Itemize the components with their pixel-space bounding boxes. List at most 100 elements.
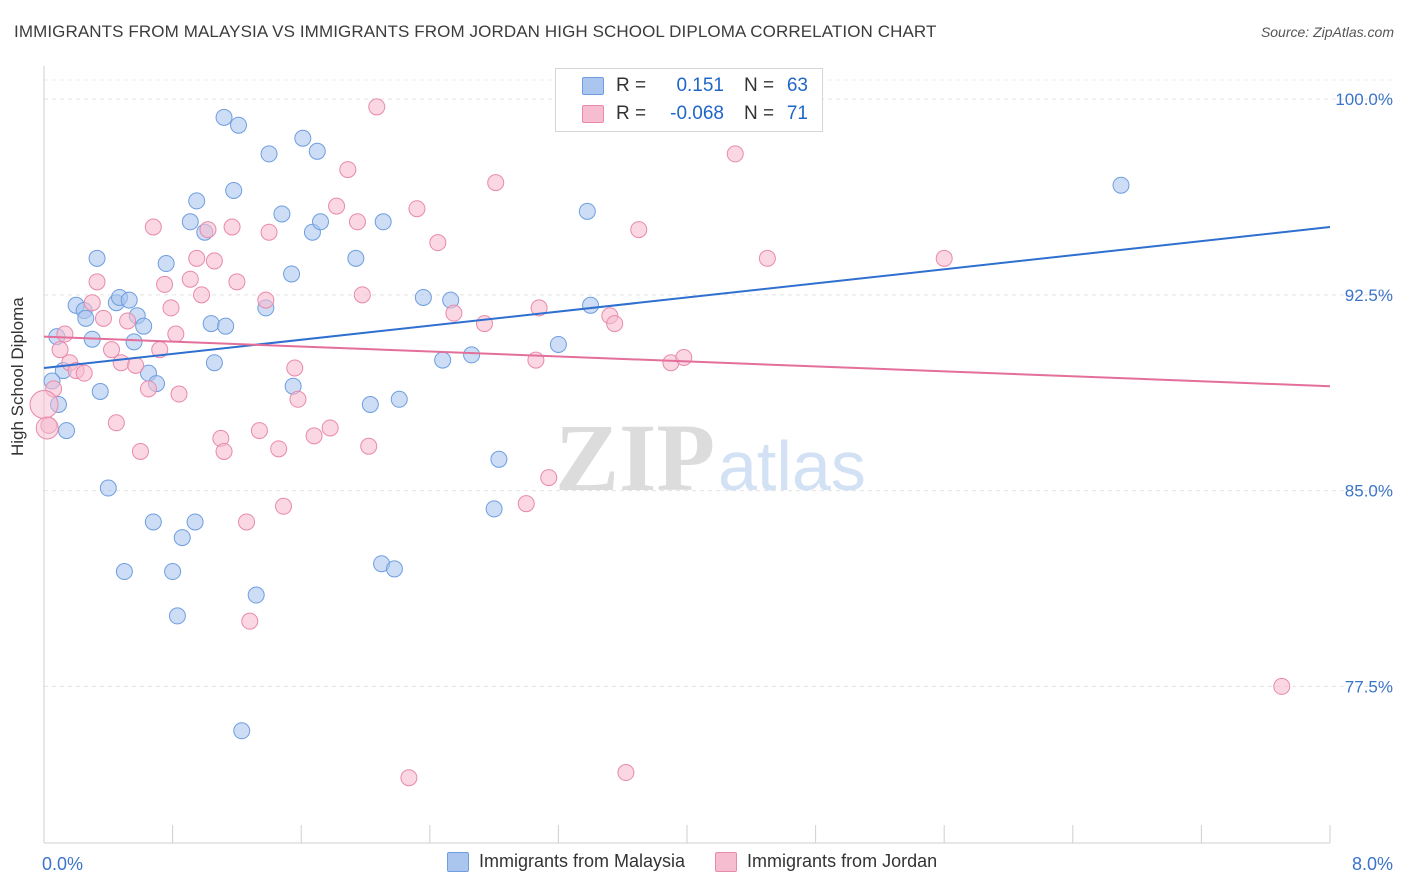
malaysia-point [485, 500, 503, 518]
tick-labels: 100.0% 92.5% 85.0% 77.5% 0.0% 8.0% [42, 90, 1393, 874]
jordan-point [199, 221, 217, 239]
malaysia-point [144, 513, 162, 531]
malaysia-point [58, 422, 76, 440]
jordan-point [241, 612, 259, 630]
jordan-point [348, 213, 366, 231]
jordan-point [1273, 677, 1291, 695]
jordan-point [260, 223, 278, 241]
jordan-point [127, 356, 145, 374]
jordan-point [103, 341, 121, 359]
jordan-point [162, 299, 180, 317]
malaysia-point [181, 213, 199, 231]
jordan-point [257, 291, 275, 309]
malaysia-point [215, 108, 233, 126]
jordan-point [353, 286, 371, 304]
jordan-point [223, 218, 241, 236]
jordan-point [368, 98, 386, 116]
malaysia-point [230, 116, 248, 134]
jordan-point [726, 145, 744, 163]
legend-row-malaysia: R = 0.151 N = 63 [582, 74, 808, 98]
jordan-point [408, 200, 426, 218]
jordan-point [517, 495, 535, 513]
malaysia-point [202, 315, 220, 333]
malaysia-point [463, 346, 481, 364]
chart-title: IMMIGRANTS FROM MALAYSIA VS IMMIGRANTS F… [14, 22, 937, 41]
jordan-point [228, 273, 246, 291]
legend-r-value: 0.151 [676, 75, 724, 96]
stats-legend: R = 0.151 N = 63 R = -0.068 N = 71 [555, 68, 823, 132]
jordan-point [51, 341, 69, 359]
jordan-point [156, 275, 174, 293]
legend-swatch-jordan [715, 851, 738, 872]
legend-n-label: N = [744, 75, 775, 96]
jordan-point [286, 359, 304, 377]
legend-n-value: 71 [786, 103, 808, 124]
jordan-point [88, 273, 106, 291]
jordan-point [289, 390, 307, 408]
malaysia-point [347, 249, 365, 267]
y-tick-label: 100.0% [1335, 90, 1393, 109]
axes [43, 66, 1331, 844]
jordan-point [275, 497, 293, 515]
jordan-point [188, 249, 206, 267]
jordan-point [205, 252, 223, 270]
x-tick-label: 8.0% [1352, 854, 1393, 874]
malaysia-point [217, 317, 235, 335]
malaysia-point [1112, 176, 1130, 194]
jordan-point [540, 469, 558, 487]
jordan-point [56, 325, 74, 343]
malaysia-point [414, 288, 432, 306]
jordan-point [530, 299, 548, 317]
jordan-point [360, 437, 378, 455]
jordan-point [429, 234, 447, 252]
watermark-zip: ZIP [555, 404, 715, 511]
malaysia-point [205, 354, 223, 372]
jordan-point [238, 513, 256, 531]
jordan-point [675, 349, 693, 367]
jordan-point [75, 364, 93, 382]
malaysia-point [247, 586, 265, 604]
legend-r-label: R = [616, 103, 647, 124]
malaysia-point [120, 291, 138, 309]
malaysia-point [434, 351, 452, 369]
jordan-point [107, 414, 125, 432]
legend-item-jordan[interactable]: Immigrants from Jordan [715, 851, 937, 872]
malaysia-point [135, 317, 153, 335]
legend-label-malaysia: Immigrants from Malaysia [479, 851, 686, 871]
jordan-point [215, 442, 233, 460]
jordan-point [139, 380, 157, 398]
malaysia-point [582, 296, 600, 314]
jordan-point [94, 309, 112, 327]
jordan-point [144, 218, 162, 236]
legend-row-jordan: R = -0.068 N = 71 [582, 102, 808, 126]
malaysia-point [91, 382, 109, 400]
jordan-trend-line [43, 335, 1331, 388]
malaysia-point [294, 129, 312, 147]
jordan-point [250, 422, 268, 440]
jordan-point [112, 354, 130, 372]
malaysia-point [99, 479, 117, 497]
malaysia-point [173, 529, 191, 547]
malaysia-point [225, 181, 243, 199]
jordan-point [339, 161, 357, 179]
jordan-point [445, 304, 463, 322]
malaysia-point [115, 563, 133, 581]
legend-item-malaysia[interactable]: Immigrants from Malaysia [447, 851, 685, 872]
malaysia-point [233, 722, 251, 740]
jordan-point [328, 197, 346, 215]
legend-swatch-jordan [582, 105, 604, 123]
malaysia-trend-line [43, 226, 1331, 369]
malaysia-point [186, 513, 204, 531]
jordan-point [270, 440, 288, 458]
grid-lines [44, 79, 1392, 687]
trend-lines [43, 226, 1331, 388]
legend-swatch-malaysia [582, 77, 604, 95]
legend-n-label: N = [744, 103, 775, 124]
malaysia-point [578, 202, 596, 220]
jordan-point [29, 389, 59, 419]
legend-r-value: -0.068 [670, 103, 724, 124]
legend-n-value: 63 [786, 75, 808, 96]
legend-label-jordan: Immigrants from Jordan [747, 851, 938, 871]
jordan-point [935, 249, 953, 267]
